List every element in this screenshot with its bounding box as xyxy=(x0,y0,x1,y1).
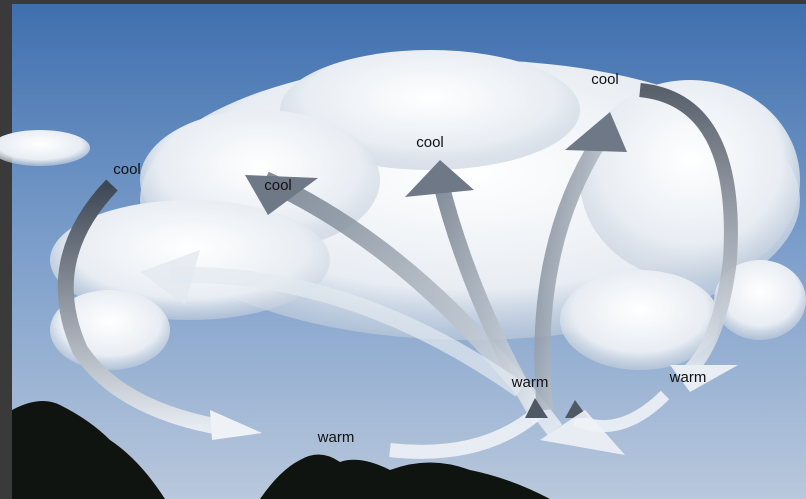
label: cool xyxy=(113,161,141,178)
page: cool cool cool cool warm warm warm (() =… xyxy=(0,0,806,499)
label: cool xyxy=(264,177,292,194)
label: cool xyxy=(416,134,444,151)
photo: cool cool cool cool warm warm warm xyxy=(0,0,806,499)
label: warm xyxy=(317,429,355,446)
label: warm xyxy=(669,369,707,386)
label: cool xyxy=(591,71,619,88)
label: warm xyxy=(511,374,549,391)
